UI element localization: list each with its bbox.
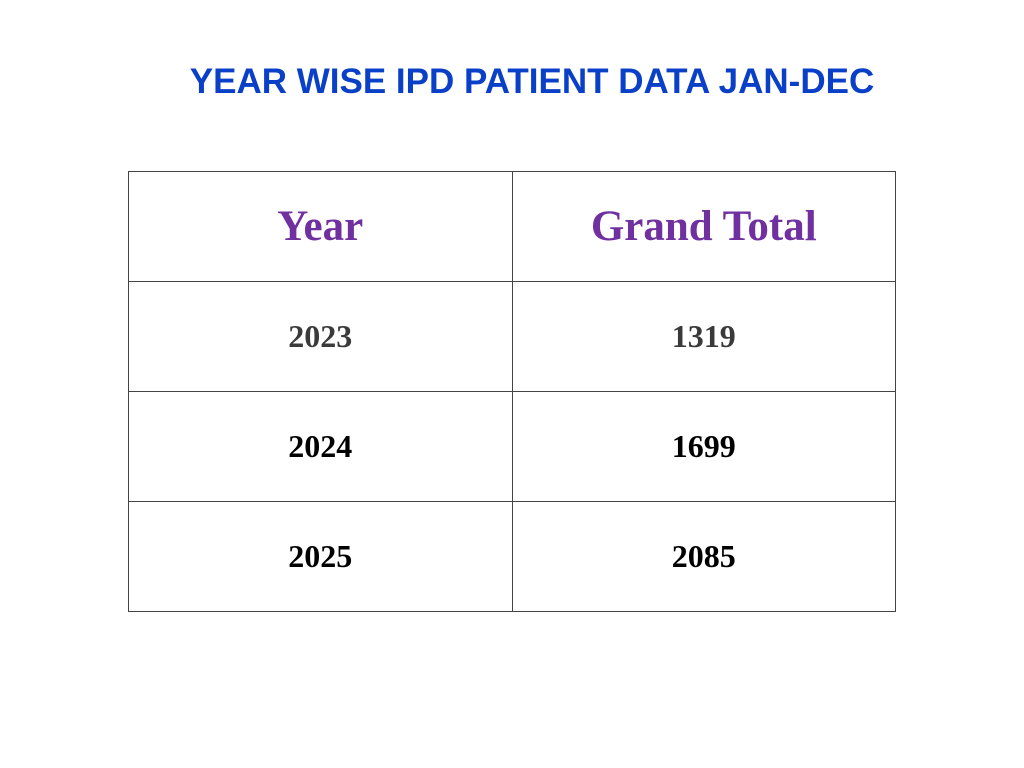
table-row: 2023 1319 xyxy=(128,281,896,392)
table-cell-year: 2025 xyxy=(128,501,513,612)
table-header-row: Year Grand Total xyxy=(128,171,896,282)
data-table: Year Grand Total 2023 1319 2024 1699 202… xyxy=(128,171,896,612)
table-row: 2025 2085 xyxy=(128,501,896,612)
table-row: 2024 1699 xyxy=(128,391,896,502)
page-title: YEAR WISE IPD PATIENT DATA JAN-DEC xyxy=(189,62,875,101)
table-cell-grand-total: 1699 xyxy=(511,391,896,502)
column-header-year: Year xyxy=(128,171,513,282)
table-cell-year: 2024 xyxy=(128,391,513,502)
table-cell-grand-total: 1319 xyxy=(511,281,896,392)
table-cell-grand-total: 2085 xyxy=(511,501,896,612)
table-cell-year: 2023 xyxy=(128,281,513,392)
column-header-grand-total: Grand Total xyxy=(511,171,896,282)
